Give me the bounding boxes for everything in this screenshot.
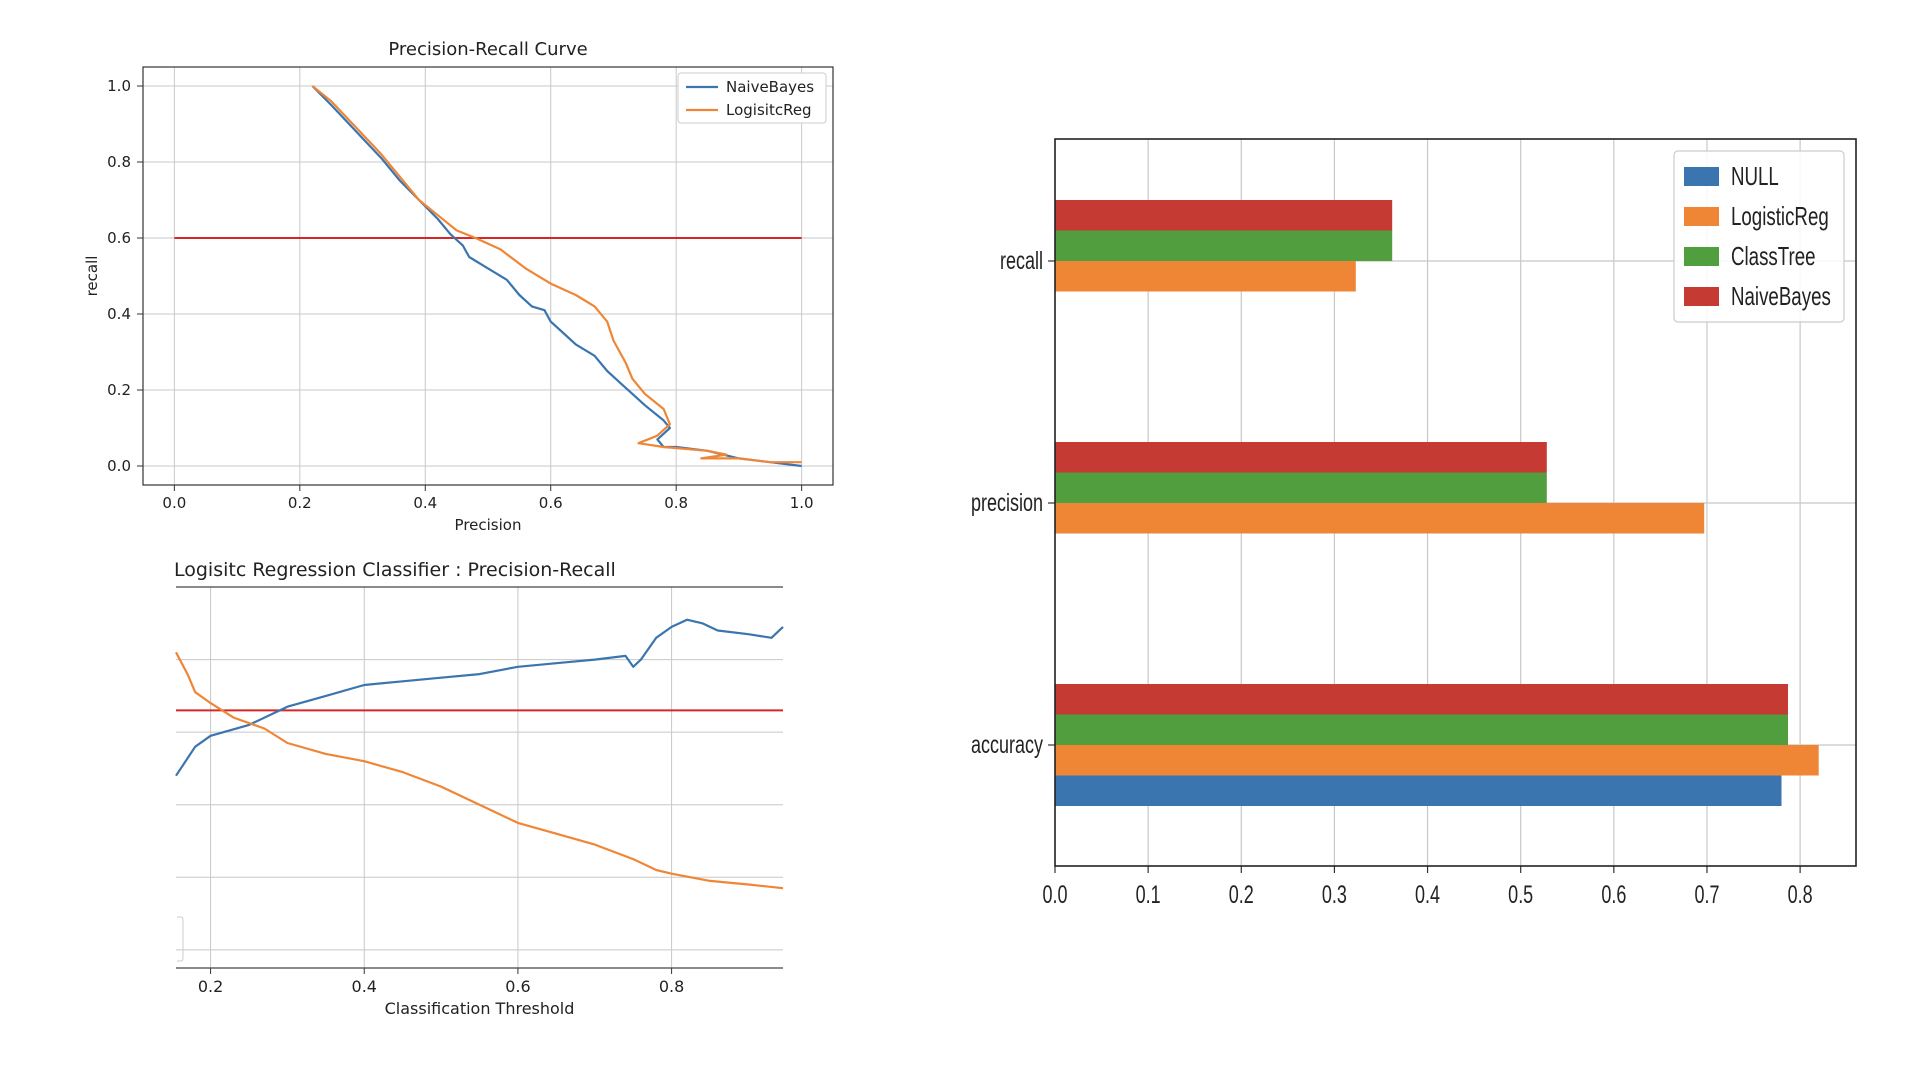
chart-title: Logisitc Regression Classifier : Precisi… (174, 559, 616, 581)
bar-accuracy-naivebayes (1055, 684, 1788, 715)
bar-recall-classtree (1055, 230, 1393, 261)
y-tick-label: 0.8 (107, 153, 131, 171)
x-tick-label: 1.0 (790, 494, 814, 512)
chart-threshold: 0.2 0.4 0.6 0.8 Logisitc Regression Classifi… (174, 559, 784, 1018)
plot-frame (142, 66, 834, 486)
series-line-naivebayes (311, 85, 802, 468)
bar-recall-logisticreg (1055, 261, 1356, 292)
legend-swatch (1684, 207, 1719, 226)
x-tick-label: 0.4 (413, 494, 437, 512)
x-tick-label: 0.2 (198, 977, 223, 996)
y-tick-label: accuracy (971, 730, 1043, 759)
legend-fragment (177, 916, 184, 962)
y-axis-label: recall (83, 256, 101, 297)
y-tick-label: precision (971, 488, 1043, 517)
bar-precision-classtree (1055, 472, 1547, 503)
x-tick-label: 0.2 (1229, 880, 1254, 909)
x-tick-label: 0.8 (659, 977, 684, 996)
x-tick-label: 0.4 (352, 977, 377, 996)
x-tick-label: 0.8 (664, 494, 688, 512)
series-line-0 (175, 618, 784, 777)
x-axis-label: Precision (455, 516, 522, 534)
legend-label: ClassTree (1731, 241, 1816, 271)
x-tick-label: 0.6 (505, 977, 530, 996)
bar-precision-logisticreg (1055, 503, 1705, 534)
x-axis-label: Classification Threshold (385, 999, 575, 1018)
y-tick-label: 0.0 (107, 457, 131, 475)
x-tick-label: 0.3 (1322, 880, 1347, 909)
legend-label: NaiveBayes (726, 78, 814, 96)
legend-swatch (1684, 287, 1719, 306)
y-tick-label: recall (1000, 246, 1043, 275)
legend-label: LogisitcReg (726, 101, 812, 119)
legend-label: LogisticReg (1731, 201, 1829, 231)
bar-accuracy-logisticreg (1055, 745, 1819, 776)
plot-frame (1054, 138, 1857, 867)
legend-swatch (1684, 167, 1719, 186)
x-tick-label: 0.2 (288, 494, 312, 512)
legend-label: NaiveBayes (1731, 281, 1831, 311)
bar-precision-naivebayes (1055, 442, 1547, 473)
x-tick-label: 0.4 (1415, 880, 1440, 909)
chart-metrics-bars: 0.0 0.1 0.2 0.3 0.4 0.5 0.6 0.7 0.8 accuracy preci… (971, 138, 1857, 909)
y-tick-label: 0.4 (107, 305, 131, 323)
x-tick-label: 0.6 (539, 494, 563, 512)
series-line-1 (175, 651, 784, 890)
bar-accuracy-classtree (1055, 714, 1788, 745)
x-tick-label: 0.1 (1136, 880, 1161, 909)
x-tick-label: 0.6 (1601, 880, 1626, 909)
y-tick-label: 0.6 (107, 229, 131, 247)
legend: NULL LogisticReg ClassTree NaiveBayes (1673, 150, 1845, 323)
y-tick-label: 0.2 (107, 381, 131, 399)
chart-precision-recall: 0.0 0.2 0.4 0.6 0.8 1.0 0.0 0.2 0.4 0.6 0.8 1.0 Prec… (83, 39, 834, 534)
x-tick-label: 0.0 (1042, 880, 1067, 909)
bar-recall-naivebayes (1055, 200, 1393, 231)
legend-box (1673, 150, 1845, 323)
bar-accuracy-null (1055, 775, 1782, 806)
x-tick-label: 0.5 (1508, 880, 1533, 909)
x-tick-label: 0.7 (1694, 880, 1719, 909)
x-tick-label: 0.8 (1788, 880, 1813, 909)
series-line-logisitcreg (311, 85, 802, 464)
legend-label: NULL (1731, 161, 1779, 191)
x-tick-label: 0.0 (162, 494, 186, 512)
y-tick-label: 1.0 (107, 77, 131, 95)
chart-title: Precision-Recall Curve (388, 39, 587, 60)
legend: NaiveBayes LogisitcReg (677, 72, 827, 124)
legend-swatch (1684, 247, 1719, 266)
